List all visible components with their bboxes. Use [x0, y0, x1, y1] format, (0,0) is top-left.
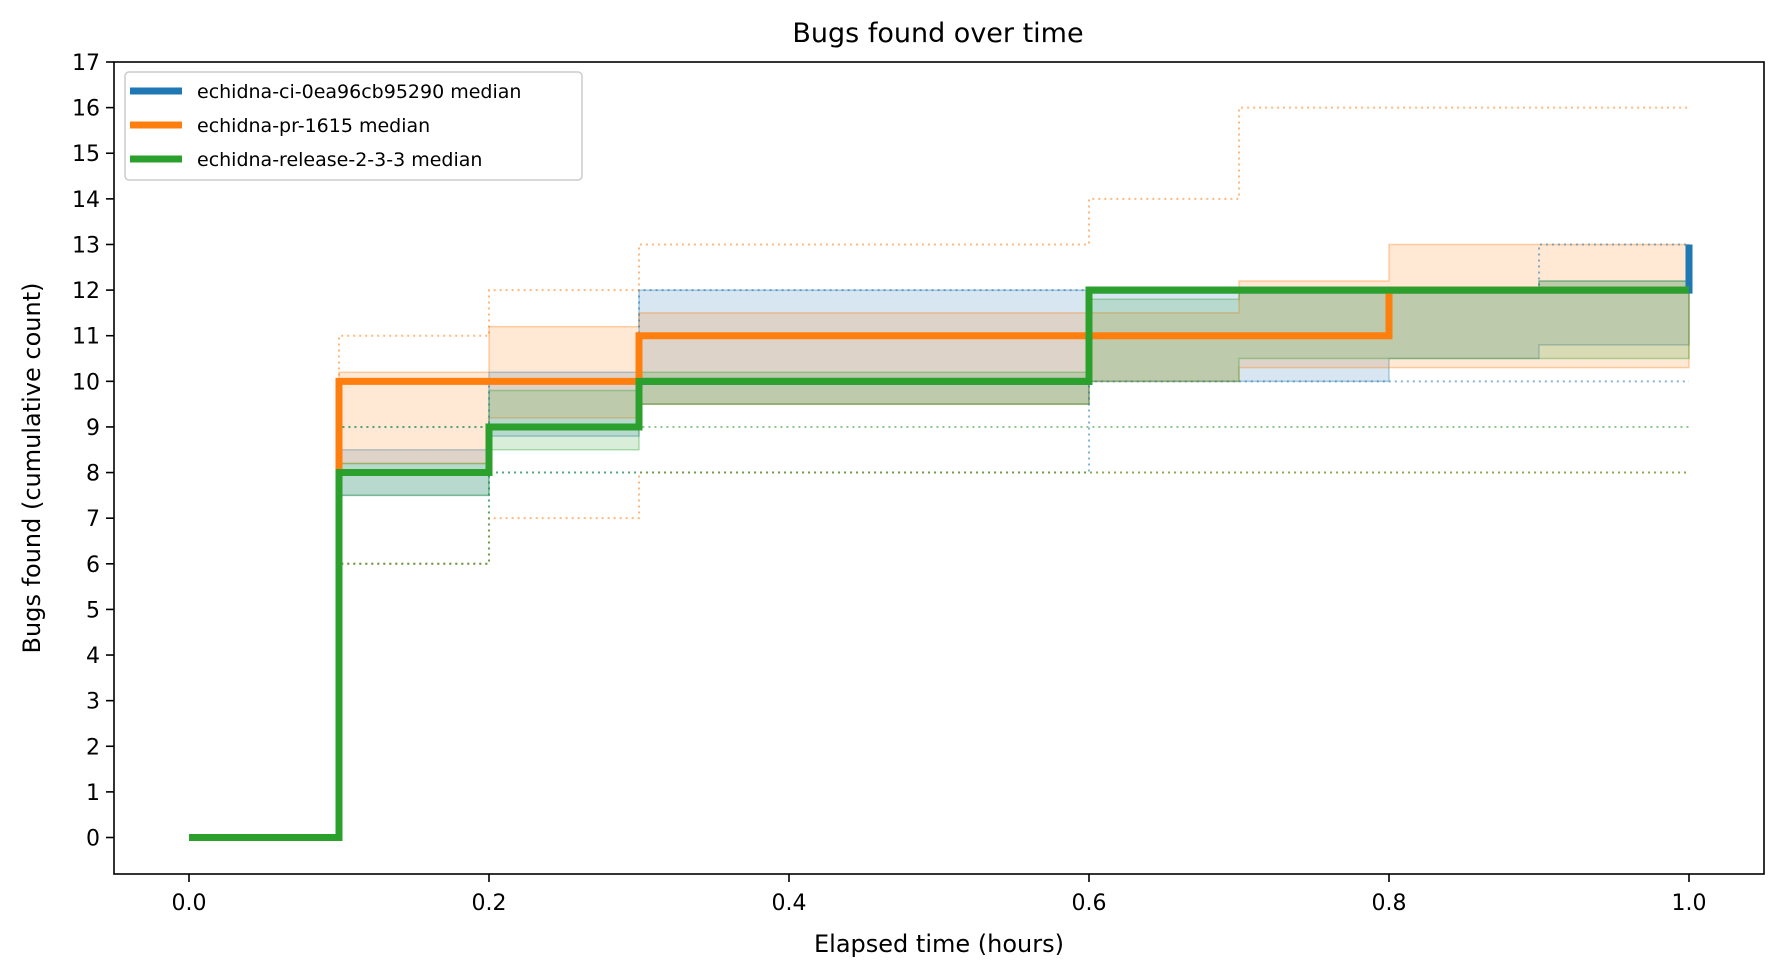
y-tick-label: 12	[72, 279, 100, 304]
y-tick-label: 7	[86, 507, 100, 532]
legend-box	[124, 71, 583, 181]
y-tick-label: 0	[86, 827, 100, 852]
x-tick-label: 1.0	[1672, 891, 1707, 916]
series-1-median-line	[189, 286, 1689, 842]
series-1-max-line	[189, 106, 1689, 839]
y-tick-label: 6	[86, 553, 100, 578]
y-axis-label: Bugs found (cumulative count)	[18, 283, 46, 654]
legend-label: echidna-pr-1615 median	[197, 115, 430, 137]
median-layer	[189, 244, 1693, 842]
plot-frame	[113, 61, 1765, 875]
y-tick-label: 11	[72, 325, 100, 350]
y-tick-label: 17	[72, 51, 100, 76]
y-tick-label: 4	[86, 644, 100, 669]
legend-label: echidna-release-2-3-3 median	[197, 149, 482, 171]
y-tick-label: 14	[72, 188, 100, 213]
legend-label: echidna-ci-0ea96cb95290 median	[197, 81, 521, 103]
legend: echidna-ci-0ea96cb95290 median echidna-pr…	[124, 71, 583, 181]
y-tick-label: 1	[86, 781, 100, 806]
y-tick-label: 15	[72, 142, 100, 167]
y-tick-label: 13	[72, 233, 100, 258]
y-tick-label: 5	[86, 598, 100, 623]
x-axis: 0.0 0.2 0.4 0.6 0.8 1.0	[172, 874, 1707, 916]
y-tick-label: 3	[86, 690, 100, 715]
x-tick-label: 0.4	[772, 891, 807, 916]
x-tick-label: 0.6	[1072, 891, 1107, 916]
y-tick-label: 8	[86, 462, 100, 487]
x-axis-label: Elapsed time (hours)	[814, 930, 1064, 958]
y-tick-label: 9	[86, 416, 100, 441]
series-0-max-line	[189, 243, 1689, 839]
x-tick-label: 0.8	[1372, 891, 1407, 916]
y-tick-label: 16	[72, 97, 100, 122]
x-tick-label: 0.0	[172, 891, 207, 916]
chart-title: Bugs found over time	[792, 18, 1083, 49]
series-2-median-line	[189, 286, 1689, 842]
x-tick-label: 0.2	[472, 891, 507, 916]
y-tick-label: 10	[72, 370, 100, 395]
y-tick-label: 2	[86, 735, 100, 760]
